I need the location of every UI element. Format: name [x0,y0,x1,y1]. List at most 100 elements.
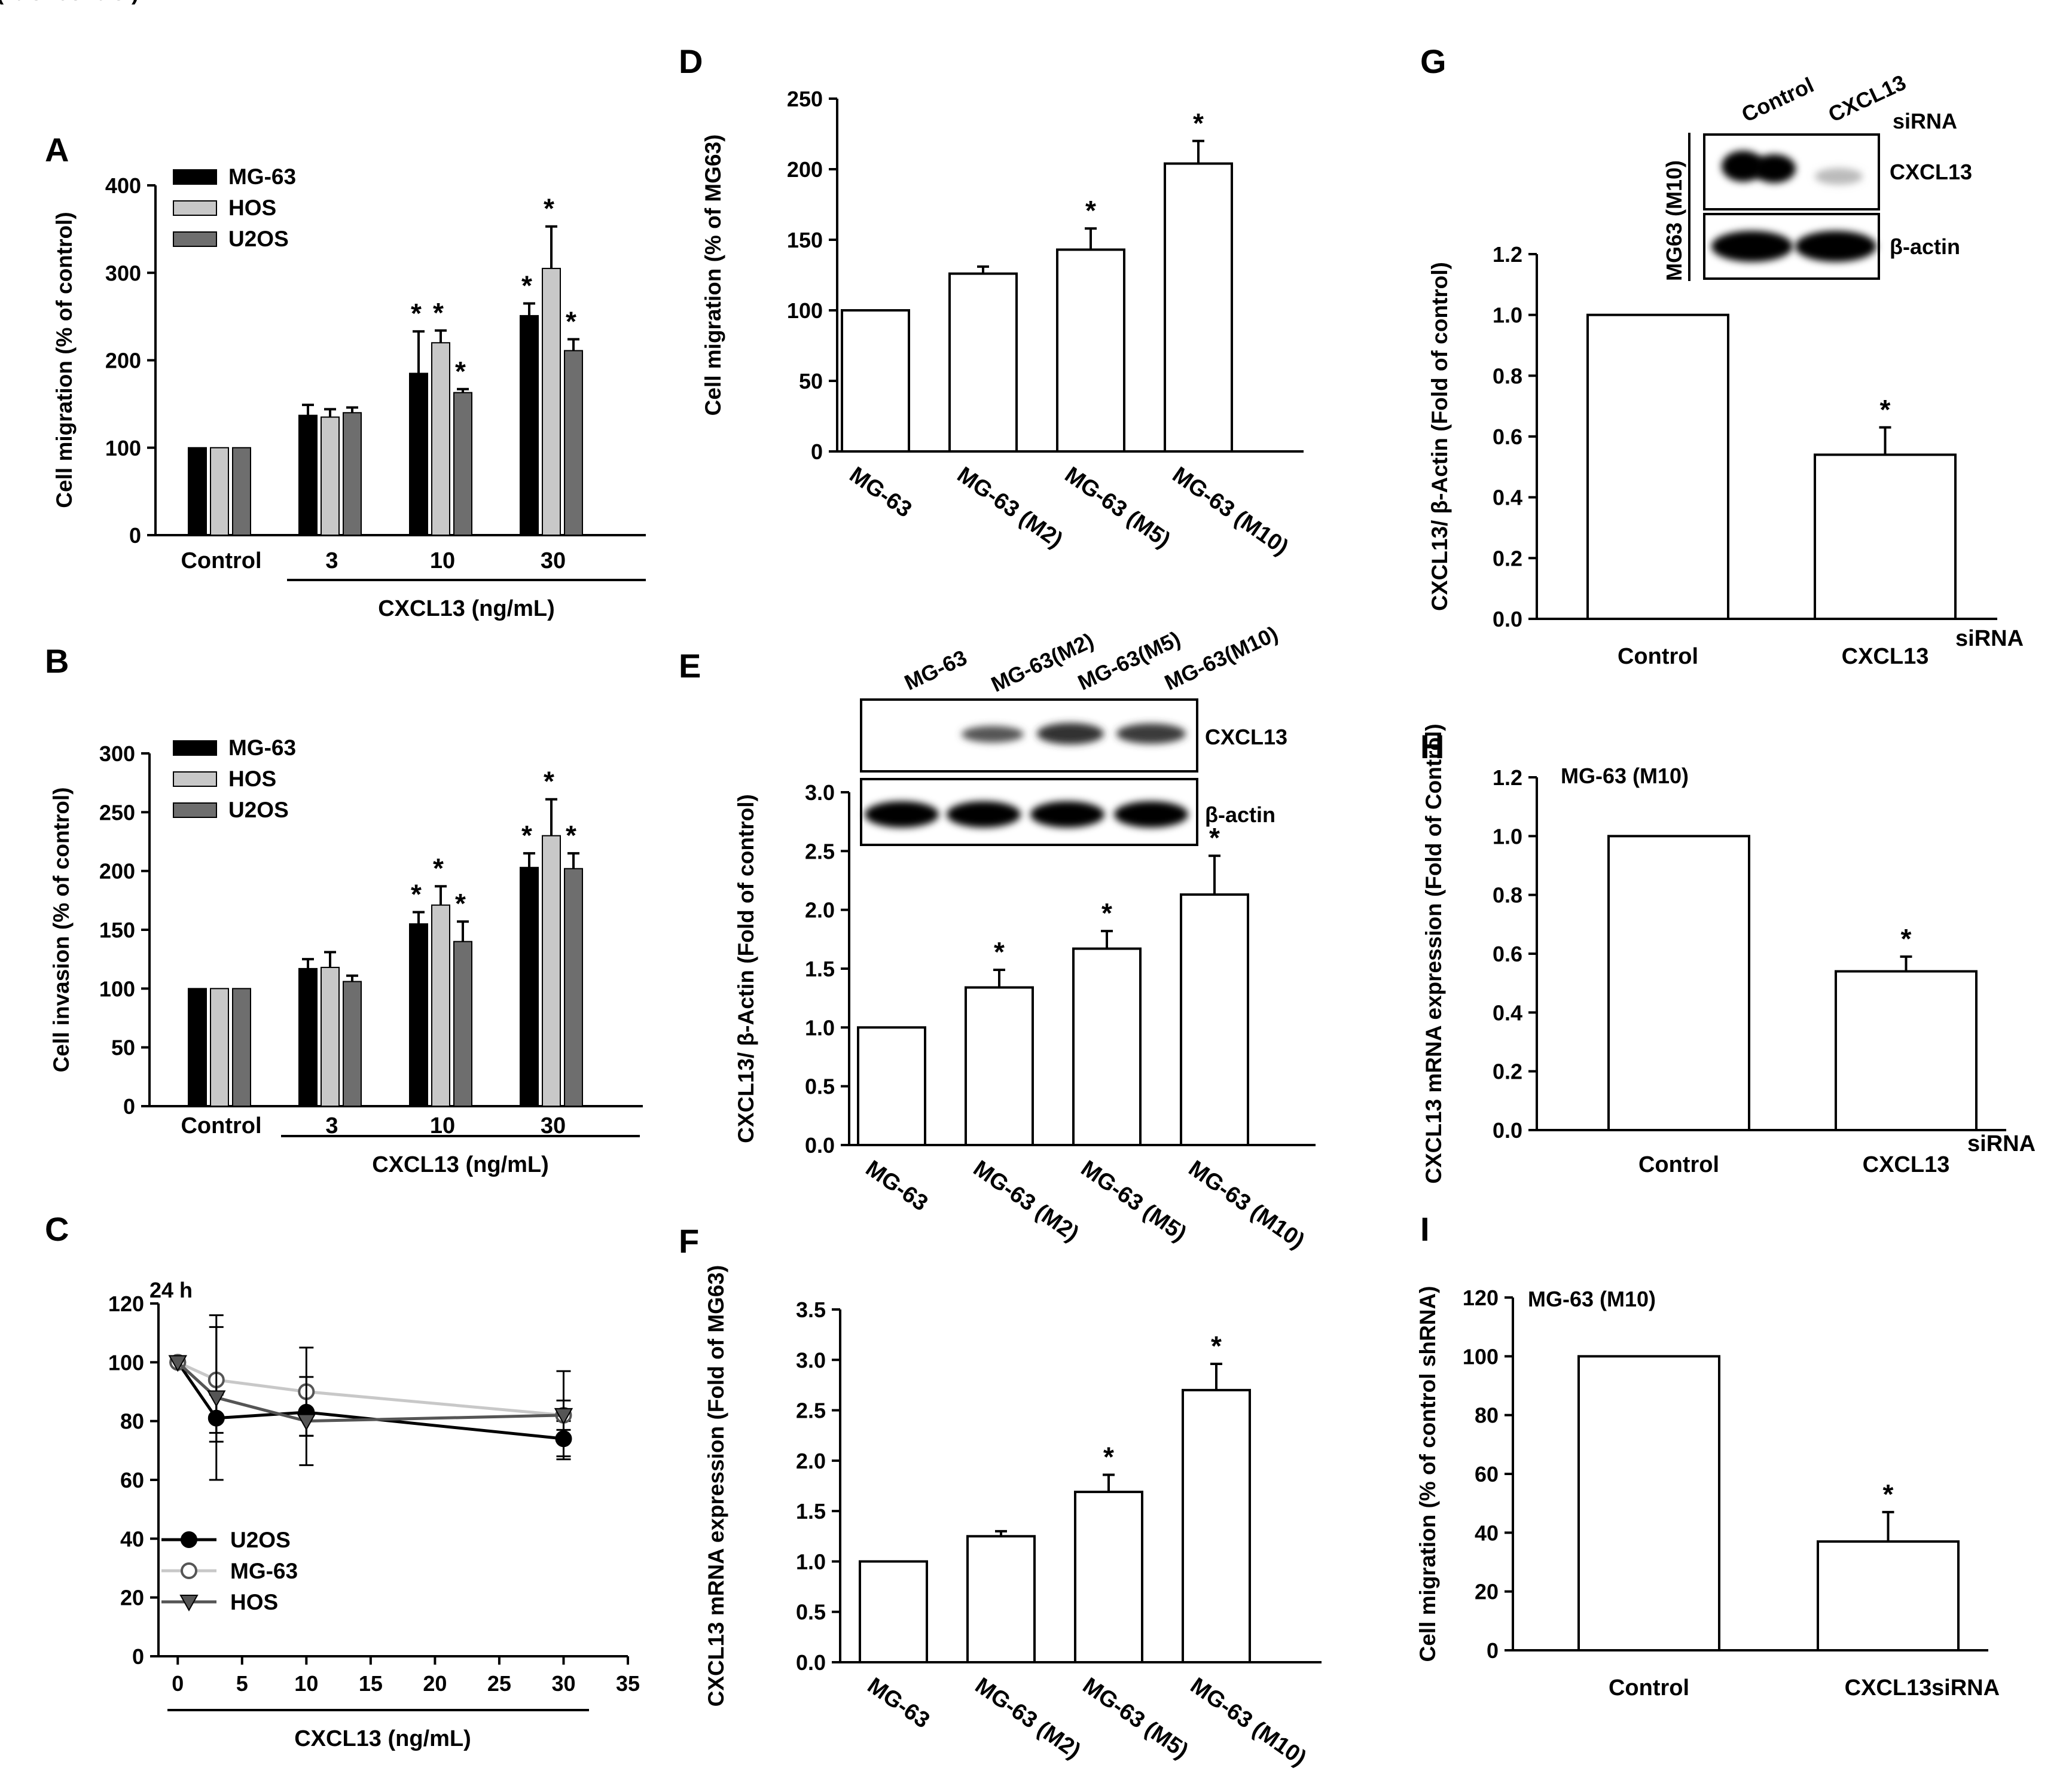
y-axis-label-A: Cell migration (% of control) [52,212,77,508]
x-tick-label: 30 [551,1671,575,1696]
x-axis-suffix-label: siRNA [1967,1131,2036,1156]
significance-star: * [521,820,532,851]
x-category-label: MG-63 (M10) [1168,462,1293,560]
bar-mg-63 [298,414,318,536]
significance-star: * [455,356,466,387]
legend-label: MG-63 [228,164,296,189]
y-axis-label-D: Cell migration (% of MG63) [701,135,725,416]
y-tick-label: 1.5 [796,1499,826,1524]
y-tick-label: 40 [120,1527,144,1551]
significance-star: * [544,766,554,797]
legend-swatch-u2os [173,231,217,247]
y-tick-label: 0.6 [1493,425,1522,449]
y-tick-label: 100 [105,436,141,460]
y-tick-label: 120 [1463,1286,1499,1310]
chart-h-sirna-mrna: 0.0 0.2 0.4 0.6 0.8 1.0 1.2 CXCL13 mRNA express… [1421,723,2036,1184]
y-tick-label: 200 [99,859,135,884]
y-tick-label: 50 [799,369,823,393]
blot-e-lane-label: MG-63 [901,645,971,695]
significance-star: * [1101,897,1112,929]
bar [1817,1540,1960,1651]
y-tick-label: 0.8 [1493,883,1522,908]
time-label-c: 24 h [149,1278,193,1302]
significance-star: * [1901,923,1912,954]
blot-g-row-actin: β-actin [1890,234,1960,259]
y-tick-label: 300 [105,261,141,285]
y-tick-label: 3.0 [796,1348,826,1372]
bracket-label-c: CXCL13 (ng/mL) [294,1726,471,1751]
bar-hos [321,416,340,536]
legend-label: HOS [230,1590,278,1614]
x-category-label: MG-63 [861,1156,932,1216]
bar-hos [431,342,450,536]
significance-star: * [566,820,576,851]
data-point-hos [168,1355,187,1372]
bar-mg-63 [409,373,428,536]
series-line-mg-63 [177,1361,564,1417]
legend-label: U2OS [230,1528,291,1552]
x-tick-label: 10 [294,1671,318,1696]
significance-star: * [1883,1479,1894,1510]
cell-line-label-h: MG-63 (M10) [1561,764,1689,788]
bar-u2os [564,868,583,1107]
bar-mg-63 [520,315,539,536]
y-tick-label: 0.0 [805,1133,835,1158]
significance-star: * [521,270,532,301]
blot-band [1815,168,1863,185]
bar [1607,835,1750,1132]
blot-band [962,726,1024,743]
bar [1072,947,1142,1146]
x-tick-label: 5 [236,1671,248,1696]
bar-u2os [453,392,472,536]
y-tick-label: 0.0 [1493,1118,1522,1143]
panel-label-b: B [45,642,69,680]
x-category-label: MG-63 (M5) [1078,1673,1193,1764]
x-category-label: MG-63 [845,462,916,523]
panel-label-i: I [1420,1210,1430,1248]
legend-label: HOS [228,196,276,220]
panel-label-e: E [679,647,701,685]
bar-mg-63 [188,447,207,536]
bar [1577,1355,1720,1651]
y-tick-label: 3.0 [805,780,835,805]
bar-u2os [343,412,362,536]
significance-star: * [1193,108,1204,139]
x-category-label: 3 [325,548,338,573]
bar-hos [542,835,561,1107]
x-category-label: 30 [541,1113,566,1138]
bar [1835,970,1978,1131]
y-tick-label: 1.0 [1493,824,1522,848]
significance-star: * [994,936,1005,967]
significance-star: * [411,298,422,329]
legend-label: HOS [228,767,276,791]
y-tick-label: 40 [1475,1521,1499,1545]
blot-e-row-cxcl13: CXCL13 [1205,725,1287,749]
y-tick-label: 80 [1475,1403,1499,1428]
bar-mg-63 [188,988,207,1107]
x-category-label: 10 [430,1113,455,1138]
x-category-label: 3 [325,1113,338,1138]
significance-star: * [544,193,554,224]
y-tick-label: 200 [105,349,141,373]
y-tick-label: 0.5 [805,1074,835,1099]
bar [841,309,910,453]
x-category-label: Control [1618,644,1698,669]
blot-g-side-label: MG63 (M10) [1662,160,1686,281]
x-axis-suffix-label: siRNA [1955,626,2024,651]
blot-band [1116,723,1186,744]
bar-u2os [453,941,472,1107]
cell-line-label-i: MG-63 (M10) [1528,1287,1656,1311]
bar [965,986,1034,1146]
x-tick-label: 0 [172,1671,184,1696]
panel-label-f: F [679,1222,699,1260]
bar-mg-63 [409,923,428,1107]
legend-swatch-u2os [173,802,217,818]
x-tick-label: 35 [616,1671,640,1696]
y-tick-label: 0 [1487,1638,1499,1663]
y-tick-label: 0.4 [1493,1000,1522,1025]
x-category-label: Control [1609,1675,1689,1701]
x-category-label: MG-63 (M5) [1060,462,1175,553]
y-axis-label-C: Cell viability (% of control) [0,0,139,5]
bar [1180,893,1249,1146]
y-tick-label: 20 [120,1586,144,1610]
